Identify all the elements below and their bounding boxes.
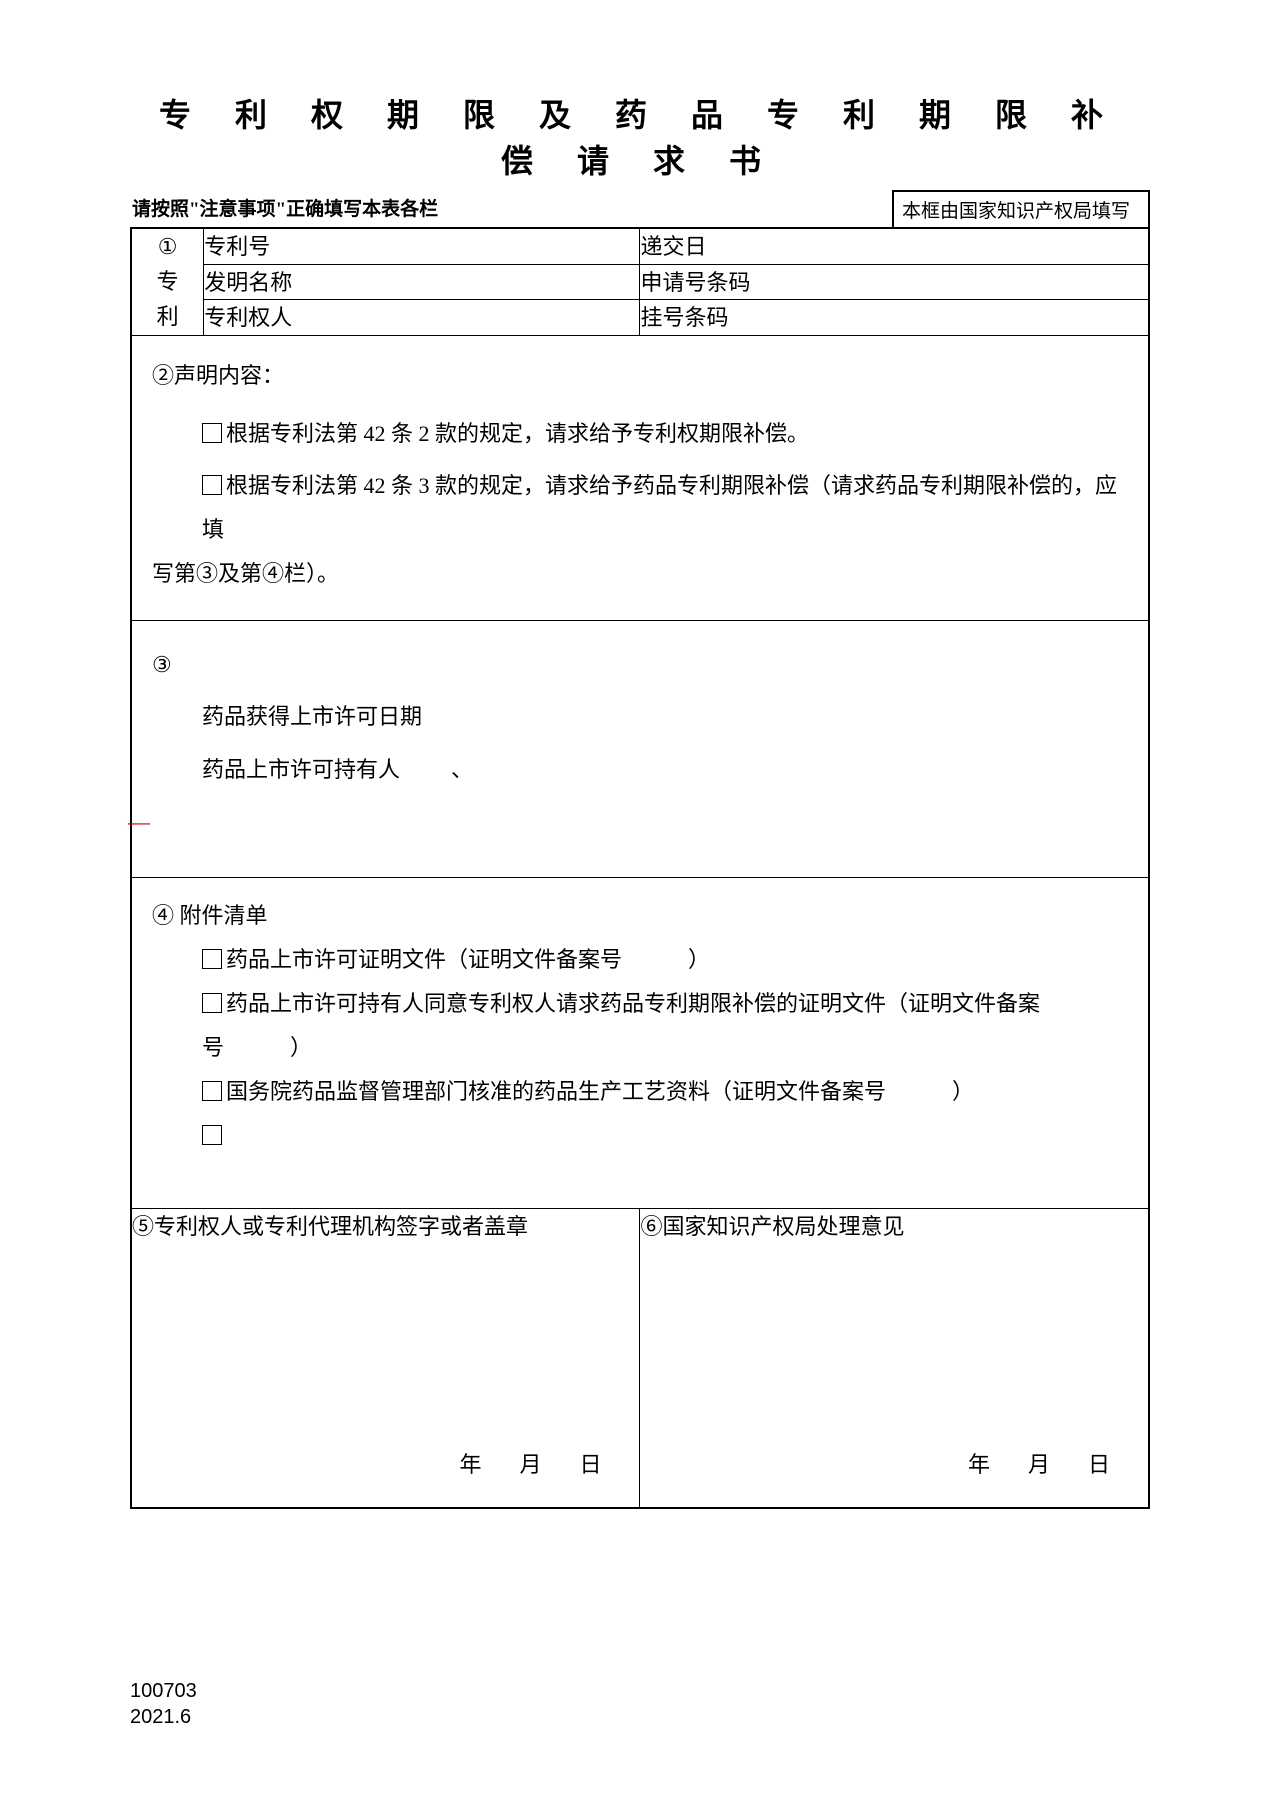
header-row: 请按照"注意事项"正确填写本表各栏 本框由国家知识产权局填写 [130, 190, 1150, 227]
section1-marker: ① [132, 229, 203, 264]
patentee-label: 专利权人 [204, 300, 640, 336]
section1-side-label: ① 专 利 [131, 228, 204, 335]
section2-item2-line1: 根据专利法第 42 条 3 款的规定，请求给予药品专利期限补偿（请求药品专利期限… [152, 464, 1128, 552]
section4-item4 [152, 1114, 1128, 1158]
section4-item3-text: 国务院药品监督管理部门核准的药品生产工艺资料（证明文件备案号 ） [226, 1079, 974, 1104]
registered-barcode-label: 挂号条码 [640, 300, 1149, 336]
section6-heading: ⑥国家知识产权局处理意见 [640, 1209, 1148, 1241]
section4-item2: 药品上市许可持有人同意专利权人请求药品专利期限补偿的证明文件（证明文件备案号 ） [152, 982, 1128, 1070]
checkbox-icon[interactable] [202, 475, 222, 495]
section2-item2a-text: 根据专利法第 42 条 3 款的规定，请求给予药品专利期限补偿（请求药品专利期限… [202, 473, 1117, 542]
section2-item2-line2: 写第③及第④栏）。 [152, 552, 1128, 596]
section5-heading: ⑤专利权人或专利代理机构签字或者盖章 [132, 1209, 639, 1241]
red-mark: — [128, 796, 150, 849]
section1-side-line1: 专 [132, 264, 203, 299]
section3-marker: ③ [152, 639, 1128, 692]
checkbox-icon[interactable] [202, 993, 222, 1013]
section4-item1: 药品上市许可证明文件（证明文件备案号 ） [152, 938, 1128, 982]
header-right-note: 本框由国家知识产权局填写 [892, 190, 1150, 227]
section2-item1-text: 根据专利法第 42 条 2 款的规定，请求给予专利权期限补偿。 [226, 421, 809, 446]
section4-cell: ④ 附件清单 药品上市许可证明文件（证明文件备案号 ） 药品上市许可持有人同意专… [131, 877, 1149, 1208]
section2-item1: 根据专利法第 42 条 2 款的规定，请求给予专利权期限补偿。 [152, 412, 1128, 456]
section4-item3: 国务院药品监督管理部门核准的药品生产工艺资料（证明文件备案号 ） [152, 1070, 1128, 1114]
header-left-note: 请按照"注意事项"正确填写本表各栏 [130, 190, 892, 227]
section3-line1: 药品获得上市许可日期 [152, 691, 1128, 744]
checkbox-icon[interactable] [202, 1125, 222, 1145]
section6-cell: ⑥国家知识产权局处理意见 年 月 日 [640, 1208, 1149, 1508]
section6-date: 年 月 日 [968, 1447, 1118, 1479]
checkbox-icon[interactable] [202, 1081, 222, 1101]
section1-side-line2: 利 [132, 299, 203, 334]
footer-code: 100703 [130, 1678, 197, 1704]
checkbox-icon[interactable] [202, 423, 222, 443]
section3-caret: 、 [451, 757, 473, 782]
checkbox-icon[interactable] [202, 949, 222, 969]
submission-date-label: 递交日 [640, 228, 1149, 264]
section5-cell: ⑤专利权人或专利代理机构签字或者盖章 年 月 日 [131, 1208, 640, 1508]
section5-date: 年 月 日 [459, 1447, 609, 1479]
section2-heading: ②声明内容： [152, 354, 1128, 398]
form-table: ① 专 利 专利号 递交日 发明名称 申请号条码 专利权人 挂号条码 ②声明内容… [130, 227, 1150, 1509]
drug-approval-date-label: 药品获得上市许可日期 [202, 704, 422, 729]
footer: 100703 2021.6 [130, 1678, 197, 1730]
form-title: 专 利 权 期 限 及 药 品 专 利 期 限 补 偿 请 求 书 [130, 90, 1150, 182]
section4-item2-text: 药品上市许可持有人同意专利权人请求药品专利期限补偿的证明文件（证明文件备案号 ） [202, 991, 1040, 1060]
application-barcode-label: 申请号条码 [640, 264, 1149, 300]
section3-line2: 药品上市许可持有人 、 [152, 744, 1128, 797]
section3-cell: ③ 药品获得上市许可日期 药品上市许可持有人 、 — [131, 620, 1149, 877]
invention-name-label: 发明名称 [204, 264, 640, 300]
section4-heading: ④ 附件清单 [152, 894, 1128, 938]
footer-date: 2021.6 [130, 1704, 197, 1730]
section2-cell: ②声明内容： 根据专利法第 42 条 2 款的规定，请求给予专利权期限补偿。 根… [131, 335, 1149, 620]
section4-item1-text: 药品上市许可证明文件（证明文件备案号 ） [226, 947, 710, 972]
patent-number-label: 专利号 [204, 228, 640, 264]
drug-holder-label: 药品上市许可持有人 [202, 757, 400, 782]
